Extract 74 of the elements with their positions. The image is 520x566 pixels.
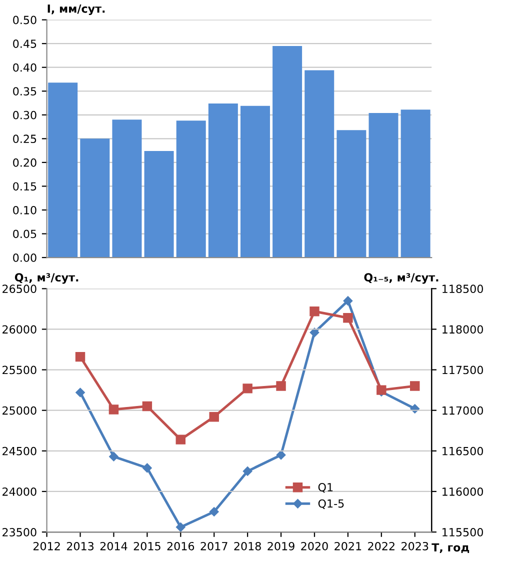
bar (208, 103, 238, 258)
bar (272, 46, 302, 258)
point (310, 306, 320, 316)
bar (304, 70, 334, 258)
point (76, 388, 85, 398)
x-axis-title: Т, год (432, 543, 470, 554)
y2-tick-label: 117000 (442, 406, 483, 415)
legend-label: Q1-5 (318, 499, 344, 509)
x-tick-label: 2014 (100, 542, 128, 550)
x-tick-label: 2019 (268, 542, 294, 550)
point (276, 381, 286, 391)
bar (48, 82, 78, 258)
y2-tick-label: 116500 (442, 446, 483, 456)
bar (400, 110, 430, 258)
y-tick-label: 24500 (2, 446, 36, 456)
y-tick-label: 26500 (2, 284, 36, 294)
y-tick-label: 0.40 (13, 63, 36, 72)
point (242, 384, 252, 394)
y-tick-label: 0.25 (13, 134, 36, 144)
y-tick-label: 25500 (2, 366, 36, 374)
y-tick-label: 0.00 (13, 254, 36, 262)
y-tick-label: 0.10 (13, 206, 36, 214)
y-tick-label: 25000 (2, 406, 36, 415)
bar (144, 151, 174, 258)
y-tick-label: 0.35 (13, 87, 36, 96)
point (142, 463, 152, 473)
bar (240, 106, 270, 258)
bar (112, 120, 142, 258)
x-tick-label: 2015 (134, 542, 160, 550)
y-tick-label: 0.45 (13, 40, 36, 48)
y2-axis-title: Q₁₋₅, м³/сут. (364, 273, 438, 284)
point (209, 412, 219, 422)
point (108, 404, 119, 414)
y-tick-label: 0.05 (13, 230, 36, 238)
point (410, 404, 420, 414)
x-tick-label: 2023 (402, 542, 428, 550)
y2-tick-label: 118500 (442, 284, 483, 294)
x-tick-label: 2020 (301, 542, 328, 550)
y-axis-title: I, мм/сут. (48, 4, 105, 16)
point (176, 522, 186, 532)
y-tick-label: 0.20 (13, 158, 36, 167)
x-tick-label: 2016 (167, 542, 194, 550)
point (209, 507, 219, 516)
x-tick-label: 2017 (200, 542, 228, 550)
y2-tick-label: 115500 (442, 528, 483, 536)
bar (176, 120, 206, 258)
y2-tick-label: 116000 (442, 487, 483, 496)
y-axis-title: Q₁, м³/сут. (14, 273, 78, 284)
x-tick-label: 2013 (66, 542, 94, 550)
point (142, 401, 152, 412)
y-tick-label: 24000 (2, 487, 36, 496)
point (242, 466, 252, 476)
y-tick-label: 0.30 (13, 110, 36, 120)
x-tick-label: 2018 (234, 542, 261, 550)
y-tick-label: 0.50 (13, 16, 36, 24)
point (276, 450, 286, 460)
point (410, 381, 420, 391)
point (176, 434, 186, 444)
point (109, 452, 118, 462)
y-tick-label: 0.15 (13, 182, 36, 191)
bar (336, 130, 366, 258)
point (343, 296, 353, 306)
y2-tick-label: 117500 (442, 366, 483, 374)
y-tick-label: 26000 (2, 325, 36, 334)
x-tick-label: 2022 (368, 542, 394, 550)
x-tick-label: 2012 (33, 542, 60, 550)
bar (80, 138, 110, 258)
point (75, 352, 86, 362)
x-tick-label: 2021 (334, 542, 362, 550)
point (343, 313, 353, 323)
legend-label: Q1 (318, 483, 333, 493)
bar (368, 112, 398, 258)
y2-tick-label: 118000 (442, 325, 483, 334)
y-tick-label: 23500 (2, 528, 36, 536)
